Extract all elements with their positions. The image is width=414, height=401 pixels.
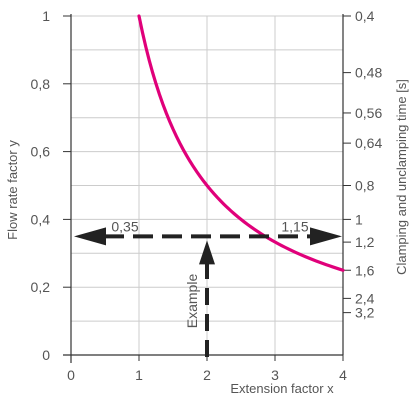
y2-tick-label: 3,2 [355, 305, 375, 321]
y2-tick-label: 0,56 [355, 105, 382, 121]
axes [63, 14, 351, 363]
y-tick-label: 1 [42, 8, 50, 24]
y-tick-label: 0,4 [31, 211, 51, 227]
y2-tick-label: 0,4 [355, 8, 375, 24]
x-tick-label: 4 [339, 367, 347, 383]
curve-layer [137, 14, 345, 272]
x-tick-label: 1 [135, 367, 143, 383]
right-arrowhead [310, 227, 342, 246]
annotations: 0,35 1,15 Example [74, 218, 342, 357]
y2-tick-label: 1,2 [355, 234, 375, 250]
y2-tick-label: 1 [355, 211, 363, 227]
example-vertical-arrowhead [199, 240, 215, 265]
left-value-label: 0,35 [111, 218, 138, 234]
left-arrowhead [74, 227, 106, 246]
y2-tick-label: 1,6 [355, 262, 375, 278]
right-value-label: 1,15 [281, 218, 308, 234]
y-tick-label: 0 [42, 347, 50, 363]
y2-tick-label: 0,8 [355, 178, 375, 194]
x-axis-label: Extension factor x [230, 381, 334, 396]
grid-lines [71, 15, 343, 355]
y-tick-label: 0,6 [31, 144, 51, 160]
x-tick-label: 3 [271, 367, 279, 383]
y2-tick-label: 0,48 [355, 65, 382, 81]
y-tick-label: 0,2 [31, 279, 51, 295]
y-axis-label: Flow rate factor y [5, 140, 20, 240]
x-tick-label: 2 [203, 367, 211, 383]
y-tick-label: 0,8 [31, 76, 51, 92]
example-label: Example [184, 274, 200, 329]
y2-tick-label: 2,4 [355, 290, 375, 306]
tick-labels: 0 1 2 3 4 0 0,2 0,4 0,6 0,8 1 0,4 0,48 0,56 0,64 0,8 1 1,… [31, 8, 383, 383]
x-tick-label: 0 [67, 367, 75, 383]
y2-axis-label: Clamping and unclamping time [s] [394, 79, 409, 275]
y2-tick-label: 0,64 [355, 135, 382, 151]
